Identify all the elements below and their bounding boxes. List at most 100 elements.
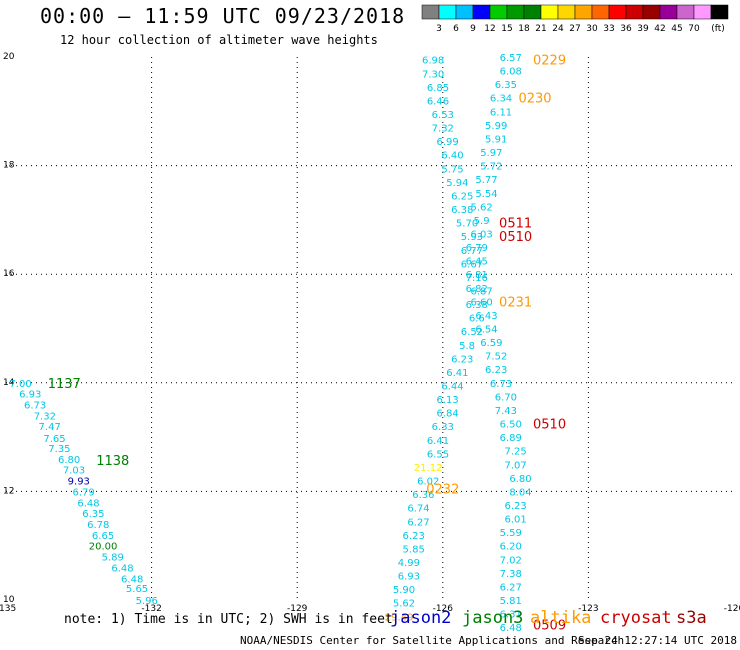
wave-height-value: 6.59 bbox=[480, 338, 502, 349]
wave-height-value: 5.85 bbox=[403, 544, 425, 555]
pass-time-label: 0232 bbox=[426, 483, 459, 498]
color-scale-unit: (ft) bbox=[711, 24, 725, 34]
y-tick-label: 14 bbox=[3, 378, 15, 388]
y-tick-label: 12 bbox=[3, 486, 14, 496]
wave-height-value: 6.89 bbox=[500, 433, 522, 444]
wave-height-value: 6.93 bbox=[19, 390, 41, 401]
wave-height-value: 5.70 bbox=[456, 219, 478, 230]
wave-height-value: 6.13 bbox=[437, 395, 459, 406]
wave-height-value: 6.23 bbox=[451, 354, 473, 365]
wave-height-value: 5.9 bbox=[474, 216, 490, 227]
wave-height-value: 5.97 bbox=[480, 148, 502, 159]
color-scale-tick: 24 bbox=[552, 24, 564, 34]
wave-height-value: 7.47 bbox=[39, 422, 61, 433]
pass-time-label: 0511 bbox=[499, 217, 532, 232]
wave-height-value: 29.49 bbox=[385, 612, 414, 623]
wave-height-value: 6.54 bbox=[475, 325, 497, 336]
pass-time-label: 0510 bbox=[499, 230, 532, 245]
wave-height-value: 5.99 bbox=[485, 121, 507, 132]
color-scale-tick: 18 bbox=[518, 24, 530, 34]
wave-height-value: 7.38 bbox=[500, 569, 522, 580]
wave-height-value: 6.03 bbox=[470, 229, 492, 240]
wave-height-value: 6.25 bbox=[451, 191, 473, 202]
wave-height-value: 6.80 bbox=[509, 474, 531, 485]
wave-height-value: 8.04 bbox=[509, 487, 531, 498]
footnote: note: 1) Time is in UTC; 2) SWH is in fe… bbox=[64, 612, 393, 627]
pass-time-label: 0231 bbox=[499, 295, 532, 310]
wave-height-value: 7.65 bbox=[43, 434, 65, 445]
color-scale-tick: 42 bbox=[654, 24, 665, 34]
wave-height-value: 6.40 bbox=[441, 151, 463, 162]
x-tick-label: -126 bbox=[433, 604, 454, 614]
wave-height-value: 6.11 bbox=[490, 107, 512, 118]
wave-height-value: 6.23 bbox=[403, 531, 425, 542]
wave-height-value: 5.81 bbox=[500, 596, 522, 607]
legend-jason2: jason2 bbox=[390, 608, 452, 628]
wave-height-value: 6.70 bbox=[495, 392, 517, 403]
wave-height-value: 6.74 bbox=[407, 504, 429, 515]
wave-height-value: 6.73 bbox=[24, 401, 46, 412]
color-scale-tick: 36 bbox=[620, 24, 632, 34]
wave-height-value: 5.59 bbox=[500, 528, 522, 539]
x-tick-label: -135 bbox=[0, 604, 16, 614]
wave-height-value: 6.23 bbox=[504, 501, 526, 512]
wave-height-value: 6.82 bbox=[466, 284, 488, 295]
color-scale-tick: 9 bbox=[470, 24, 476, 34]
color-swatch bbox=[710, 4, 729, 20]
x-tick-label: -129 bbox=[287, 604, 308, 614]
legend-jason3: jason3 bbox=[462, 608, 524, 628]
wave-height-value: 6.73 bbox=[490, 379, 512, 390]
wave-height-value: 6.43 bbox=[475, 311, 497, 322]
wave-height-value: 6.45 bbox=[466, 257, 488, 268]
wave-height-value: 6.38 bbox=[466, 300, 488, 311]
wave-height-value: 6.33 bbox=[432, 422, 454, 433]
wave-height-value: 6.34 bbox=[490, 94, 512, 105]
wave-height-value: 6.57 bbox=[500, 53, 522, 64]
wave-height-value: 5.89 bbox=[102, 553, 124, 564]
wave-height-value: 6.79 bbox=[466, 243, 488, 254]
wave-height-value: 5.75 bbox=[441, 164, 463, 175]
wave-height-value: 6.38 bbox=[451, 205, 473, 216]
wave-height-value: 6.85 bbox=[427, 83, 449, 94]
wave-height-value: 5.54 bbox=[475, 189, 497, 200]
wave-height-value: 7.32 bbox=[34, 411, 56, 422]
color-scale-legend: 3 6 9 12 15 18 21 24 27 30 33 36 39 42 45 70 (ft) bbox=[421, 4, 729, 34]
wave-height-value: 4.99 bbox=[398, 558, 420, 569]
wave-height-value: 6.23 bbox=[485, 365, 507, 376]
color-scale-tick: 15 bbox=[501, 24, 512, 34]
generated-timestamp: Sep 24 12:27:14 UTC 2018 bbox=[578, 634, 737, 647]
wave-height-value: 6.31 bbox=[500, 610, 522, 621]
wave-height-value: 5.94 bbox=[446, 178, 468, 189]
pass-time-label: 0509 bbox=[533, 618, 566, 633]
wave-height-value: 6.48 bbox=[111, 563, 133, 574]
wave-height-value: 9.93 bbox=[68, 477, 90, 488]
wave-height-value: 6.27 bbox=[500, 582, 522, 593]
y-tick-label: 10 bbox=[3, 595, 15, 605]
wave-height-value: 7.00 bbox=[9, 379, 31, 390]
color-scale-tick: 30 bbox=[586, 24, 598, 34]
credit-line: NOAA/NESDIS Center for Satellite Applica… bbox=[240, 634, 625, 647]
wave-height-value: 6.48 bbox=[500, 623, 522, 634]
wave-height-value: 5.72 bbox=[480, 162, 502, 173]
wave-height-value: 6.48 bbox=[77, 498, 99, 509]
color-scale-tick: 45 bbox=[671, 24, 682, 34]
wave-height-value: 6.08 bbox=[500, 67, 522, 78]
wave-height-value: 7.43 bbox=[495, 406, 517, 417]
wave-height-value: 6.79 bbox=[73, 487, 95, 498]
wave-height-value: 5.96 bbox=[136, 596, 158, 607]
color-scale-tick: 3 bbox=[436, 24, 442, 34]
wave-height-value: 5.8 bbox=[459, 341, 475, 352]
wave-height-value: 6.98 bbox=[422, 56, 444, 67]
wave-height-value: 5.62 bbox=[393, 599, 415, 610]
color-scale-tick: 27 bbox=[569, 24, 580, 34]
wave-height-value: 6.77 bbox=[461, 246, 483, 257]
wave-height-value: 6.65 bbox=[92, 531, 114, 542]
wave-height-value: 6.44 bbox=[441, 382, 463, 393]
x-tick-label: -132 bbox=[141, 604, 161, 614]
wave-height-value: 7.35 bbox=[48, 444, 70, 455]
wave-height-value: 7.16 bbox=[466, 273, 488, 284]
wave-height-value: 6.67 bbox=[461, 259, 483, 270]
legend-altika: altika bbox=[530, 608, 592, 628]
color-scale-tick: 39 bbox=[637, 24, 649, 34]
